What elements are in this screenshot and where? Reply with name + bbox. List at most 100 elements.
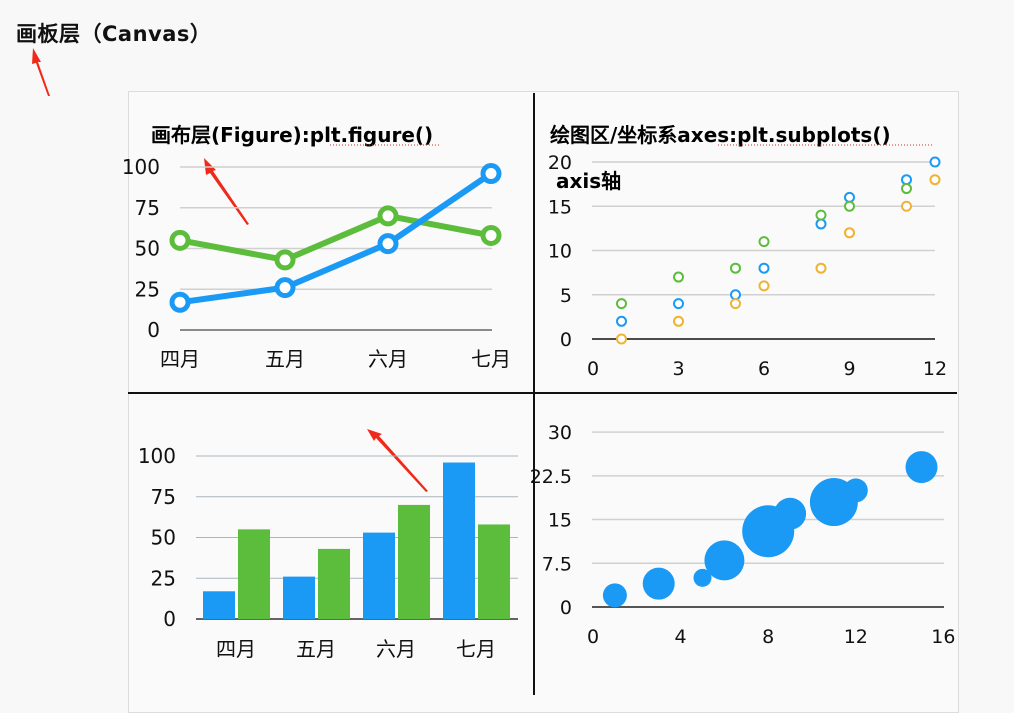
bar [203,591,235,619]
data-point [901,183,912,195]
data-point [169,291,191,313]
bubble [704,540,745,581]
x-tick-label: 五月 [265,347,305,371]
series-line [179,171,493,306]
data-point [673,271,684,283]
bubble [774,497,807,530]
data-point [480,224,502,246]
arrow-icon [32,48,50,96]
x-tick-label: 七月 [471,347,511,371]
x-tick-label: 4 [675,626,687,648]
data-point [730,262,741,274]
data-point [673,298,684,310]
x-tick-label: 0 [587,358,599,380]
y-tick-label: 50 [135,237,160,261]
data-point [377,205,399,227]
data-point [815,262,827,274]
y-tick-label: 5 [560,285,572,307]
data-point [844,200,855,212]
x-tick-label: 六月 [368,347,408,371]
bubble [602,583,627,608]
data-point [929,156,941,168]
data-point [274,249,296,271]
y-tick-label: 75 [151,485,176,509]
y-tick-label: 30 [548,422,572,444]
canvas-label: 画板层（Canvas） [16,22,212,46]
x-tick-label: 五月 [296,637,336,661]
bubble-chart: 0 7.5 15 22.5 30 0 4 8 12 16 [530,422,956,648]
y-tick-label: 0 [163,607,176,631]
series-line [179,212,492,263]
y-tick-label: 100 [138,444,176,468]
y-tick-label: 0 [147,318,160,342]
vertical-divider [533,93,535,695]
x-tick-label: 6 [758,358,770,380]
x-tick-label: 9 [843,358,855,380]
bubble [905,451,938,484]
y-tick-label: 22.5 [530,466,572,488]
data-point [730,289,741,301]
y-tick-label: 7.5 [542,553,572,575]
data-point [377,233,399,255]
x-tick-label: 0 [587,626,599,648]
data-point [616,315,627,327]
bubble [642,567,675,600]
x-tick-label: 16 [931,626,955,648]
x-tick-label: 3 [672,358,684,380]
data-point [901,174,912,186]
y-tick-label: 10 [548,241,572,263]
axes-label: 绘图区/坐标系axes:plt.subplots() [550,123,891,147]
data-point [730,298,741,310]
scatter-chart: 0 5 10 15 20 0 3 6 9 12 [548,152,947,380]
y-tick-label: 50 [151,526,176,550]
y-tick-label: 25 [135,277,160,301]
figure-label: 画布层(Figure):plt.figure() [151,123,433,147]
data-point [929,174,941,186]
axis-label: axis轴 [556,169,621,193]
data-point [169,229,191,251]
arrow-icon [367,429,428,492]
x-tick-label: 四月 [160,347,200,371]
x-tick-label: 六月 [376,637,416,661]
line-chart: 0 25 50 75 100 四月 五月 六月 七月 [122,155,511,371]
data-point [758,262,770,274]
y-tick-label: 75 [135,196,160,220]
y-tick-label: 15 [548,196,572,218]
data-point [844,227,855,239]
x-tick-label: 8 [762,626,774,648]
x-tick-label: 12 [923,358,947,380]
bar [363,532,395,619]
bar [238,529,270,619]
horizontal-divider [128,392,957,394]
y-tick-label: 15 [548,510,572,532]
data-point [901,200,912,212]
data-point [616,333,627,345]
y-tick-label: 25 [151,566,176,590]
charts-layer: 画布层(Figure):plt.figure() 绘图区/坐标系axes:plt… [32,48,956,661]
y-tick-label: 20 [548,152,572,174]
data-point [480,163,502,185]
x-tick-label: 四月 [216,637,256,661]
data-point [673,315,684,327]
bubble [843,478,868,503]
data-point [274,277,296,299]
bar [478,524,510,619]
data-point [758,236,770,248]
data-point [815,209,827,221]
data-point [616,298,627,310]
bar [318,548,350,619]
bar [398,504,430,619]
y-tick-label: 0 [560,329,572,351]
data-point [844,191,855,203]
bar [283,576,315,619]
x-tick-label: 七月 [456,637,496,661]
x-tick-label: 12 [844,626,868,648]
y-tick-label: 0 [560,597,572,619]
data-point [815,218,827,230]
bar-chart: 0 25 50 75 100 四月 五月 六月 七月 [138,444,518,661]
bubble [693,568,712,587]
arrow-icon [204,158,249,225]
data-point [758,280,770,292]
y-tick-label: 100 [122,155,160,179]
bar [443,462,475,619]
